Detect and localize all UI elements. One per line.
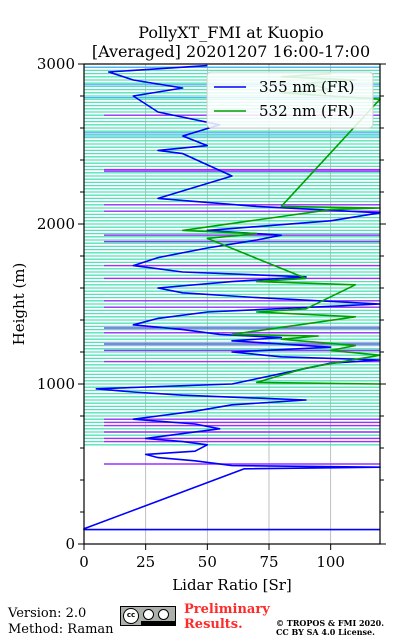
- x-axis-label: Lidar Ratio [Sr]: [172, 576, 292, 594]
- y-tick-label: 3000: [37, 55, 75, 73]
- x-tick-label: 75: [259, 553, 278, 571]
- axis-ticks: [78, 63, 386, 550]
- copyright-line-1: © TROPOS & FMI 2020.: [276, 618, 385, 628]
- plot-area: [78, 63, 386, 550]
- cc-license-badge: cc: [120, 606, 176, 626]
- preliminary-line-1: Preliminary: [184, 602, 270, 617]
- version-text: Version: 2.0: [8, 606, 87, 621]
- x-tick-label: 50: [198, 553, 217, 571]
- y-axis-label: Height (m): [10, 263, 28, 346]
- legend-entry-355: 355 nm (FR): [259, 78, 354, 96]
- chart-title-line-2: [Averaged] 20201207 16:00-17:00: [92, 42, 370, 61]
- plot-frame: [83, 63, 381, 545]
- method-text: Method: Raman: [8, 622, 114, 637]
- legend: 355 nm (FR) 532 nm (FR): [206, 71, 374, 129]
- y-tick-label: 0: [65, 535, 75, 553]
- share-alike-icon: [158, 609, 169, 620]
- preliminary-note: Preliminary Results.: [184, 602, 270, 632]
- cc-icon: cc: [123, 608, 139, 624]
- copyright-line-2: CC BY SA 4.0 License.: [276, 627, 375, 637]
- y-tick-label: 1000: [37, 375, 75, 393]
- person-icon: [143, 609, 154, 620]
- x-tick-labels: 0 25 50 75 100: [79, 553, 345, 571]
- series-line-0: [83, 64, 381, 531]
- copyright-note: © TROPOS & FMI 2020. CC BY SA 4.0 Licens…: [276, 619, 384, 637]
- badge-strip: [141, 621, 175, 626]
- y-tick-label: 2000: [37, 215, 75, 233]
- x-tick-label: 100: [316, 553, 345, 571]
- preliminary-line-2: Results.: [184, 617, 243, 632]
- version-info: Version: 2.0 Method: Raman: [8, 606, 114, 638]
- y-tick-labels: 0 1000 2000 3000: [37, 55, 75, 553]
- x-tick-label: 0: [79, 553, 89, 571]
- chart-title-line-1: PollyXT_FMI at Kuopio: [138, 23, 324, 42]
- x-tick-label: 25: [136, 553, 155, 571]
- legend-box: [206, 71, 374, 129]
- legend-entry-532: 532 nm (FR): [259, 102, 354, 120]
